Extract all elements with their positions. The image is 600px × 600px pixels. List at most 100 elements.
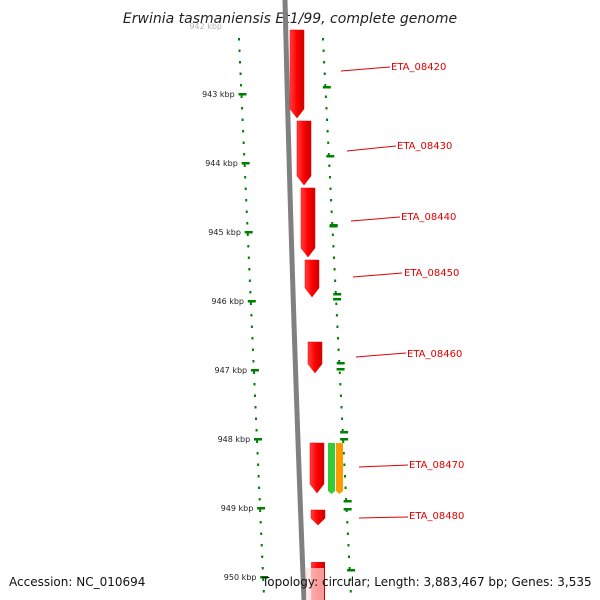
ruler-tick-left bbox=[241, 162, 250, 165]
ruler-dot bbox=[259, 521, 262, 524]
ruler-dot bbox=[347, 544, 350, 547]
ruler-dot bbox=[342, 440, 345, 443]
ruler-tick-label: 950 kbp bbox=[224, 573, 257, 582]
left-ruler-dots bbox=[238, 38, 265, 593]
footer-topology-highlight bbox=[306, 568, 324, 600]
ruler-dot bbox=[345, 509, 348, 512]
gene-label[interactable]: ETA_08430 bbox=[397, 141, 452, 152]
ruler-dot bbox=[327, 153, 330, 156]
ruler-dot bbox=[240, 95, 243, 98]
ruler-tick-left bbox=[253, 438, 262, 441]
ruler-tick-right bbox=[336, 362, 345, 365]
ruler-dot bbox=[332, 256, 335, 259]
ruler-tick-left bbox=[257, 507, 266, 510]
gene-arrow[interactable] bbox=[309, 442, 325, 494]
ruler-dot bbox=[339, 383, 342, 386]
ruler-dot bbox=[257, 475, 260, 478]
ruler-dot bbox=[244, 187, 247, 190]
gene-arrow[interactable] bbox=[296, 120, 312, 186]
gene-arrow[interactable] bbox=[307, 341, 323, 374]
ruler-dot bbox=[345, 498, 348, 501]
ruler-dot bbox=[248, 268, 251, 271]
ruler-dot bbox=[337, 337, 340, 340]
ruler-tick-label: 943 kbp bbox=[202, 90, 235, 99]
ruler-tick-left bbox=[250, 369, 259, 372]
ruler-dot bbox=[246, 233, 249, 236]
ruler-dot bbox=[241, 107, 244, 110]
ruler-dot bbox=[346, 521, 349, 524]
gene-arrow[interactable] bbox=[310, 509, 326, 526]
gene-arrow[interactable] bbox=[304, 259, 320, 298]
ruler-dot bbox=[262, 590, 265, 593]
ruler-dot bbox=[322, 38, 324, 41]
ruler-dot bbox=[342, 452, 345, 455]
ruler-dot bbox=[247, 245, 250, 248]
ruler-dot bbox=[325, 107, 328, 110]
gene-callout-line bbox=[346, 145, 397, 152]
ruler-dot bbox=[252, 360, 255, 363]
ruler-dot bbox=[330, 210, 333, 213]
ruler-dot bbox=[341, 417, 344, 420]
ruler-dot bbox=[330, 199, 333, 202]
ruler-dot bbox=[322, 49, 325, 52]
ruler-tick-right bbox=[340, 438, 349, 441]
ruler-dot bbox=[260, 532, 263, 535]
gene-label[interactable]: ETA_08480 bbox=[409, 511, 464, 522]
ruler-dot bbox=[245, 210, 248, 213]
gene-arrow[interactable] bbox=[300, 187, 316, 258]
ruler-dot bbox=[329, 187, 332, 190]
ruler-dot bbox=[258, 498, 261, 501]
right-ruler-dots bbox=[322, 38, 352, 593]
ruler-tick-label: 949 kbp bbox=[221, 504, 254, 513]
ruler-dot bbox=[332, 245, 335, 248]
ruler-tick-left bbox=[244, 231, 253, 234]
ruler-tick-right bbox=[326, 155, 335, 158]
gene-callout-line bbox=[340, 66, 391, 72]
ruler-dot bbox=[348, 555, 351, 558]
ruler-dot bbox=[244, 176, 247, 179]
orange-feature[interactable] bbox=[336, 443, 343, 494]
ruler-tick-right bbox=[343, 508, 352, 511]
ruler-dot bbox=[242, 141, 245, 144]
ruler-dot bbox=[259, 509, 262, 512]
gene-label[interactable]: ETA_08470 bbox=[409, 460, 464, 471]
ruler-dot bbox=[324, 84, 327, 87]
ruler-dot bbox=[337, 348, 340, 351]
ruler-dot bbox=[327, 141, 330, 144]
ruler-dot bbox=[349, 590, 352, 593]
ruler-dot bbox=[343, 463, 346, 466]
ruler-dot bbox=[343, 475, 346, 478]
gene-label[interactable]: ETA_08440 bbox=[401, 212, 456, 223]
ruler-dot bbox=[254, 406, 257, 409]
gene-callout-line bbox=[358, 516, 409, 519]
ruler-dot bbox=[251, 337, 254, 340]
ruler-dot bbox=[251, 348, 254, 351]
ruler-dot bbox=[328, 176, 331, 179]
ruler-dot bbox=[335, 302, 338, 305]
ruler-dot bbox=[331, 222, 334, 225]
ruler-dot bbox=[258, 486, 261, 489]
ruler-dot bbox=[335, 314, 338, 317]
ruler-dot bbox=[338, 360, 341, 363]
gene-callout-line bbox=[352, 272, 403, 278]
ruler-dot bbox=[331, 233, 334, 236]
ruler-dot bbox=[261, 567, 264, 570]
ruler-tick-label: 944 kbp bbox=[205, 159, 238, 168]
gene-callout-line bbox=[358, 464, 409, 468]
ruler-dot bbox=[333, 268, 336, 271]
genome-backbone bbox=[282, 0, 307, 600]
ruler-tick-right bbox=[347, 569, 356, 572]
gene-label[interactable]: ETA_08420 bbox=[391, 62, 446, 73]
gene-label[interactable]: ETA_08460 bbox=[407, 349, 462, 360]
ruler-dot bbox=[346, 532, 349, 535]
gene-label[interactable]: ETA_08450 bbox=[404, 268, 459, 279]
gene-arrow[interactable] bbox=[289, 29, 305, 119]
ruler-dot bbox=[248, 279, 251, 282]
green-feature[interactable] bbox=[328, 443, 335, 494]
ruler-dot bbox=[336, 325, 339, 328]
ruler-tick-label: 947 kbp bbox=[215, 366, 248, 375]
gene-callout-line bbox=[355, 352, 407, 358]
ruler-dot bbox=[239, 72, 242, 75]
gene-features bbox=[289, 29, 326, 600]
